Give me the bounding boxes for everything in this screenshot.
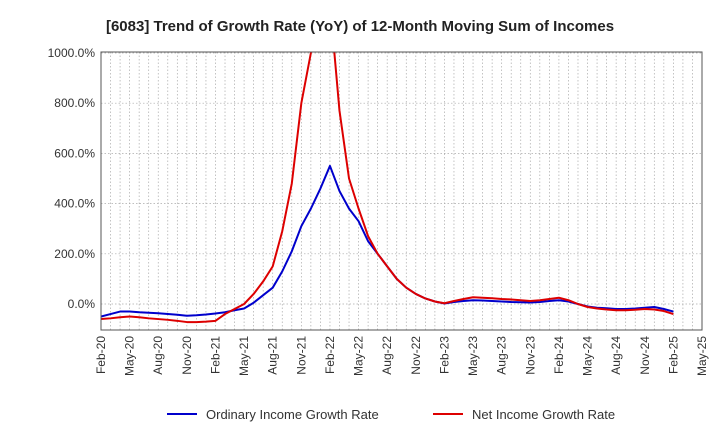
x-tick-label: May-24 xyxy=(581,336,595,376)
x-tick-label: May-25 xyxy=(695,336,709,376)
x-axis: Feb-20 May-20 Aug-20 Nov-20 Feb-21 May-21 Aug-… xyxy=(94,336,709,376)
x-tick-label: May-22 xyxy=(352,336,366,376)
series-line-net-income xyxy=(101,52,674,324)
x-tick-label: Nov-22 xyxy=(409,336,423,375)
plot-area xyxy=(101,52,702,330)
x-tick-label: Nov-20 xyxy=(180,336,194,375)
x-tick-label: Nov-23 xyxy=(523,336,537,375)
y-tick-label: 1000.0% xyxy=(48,46,96,60)
y-tick-label: 400.0% xyxy=(54,197,95,211)
y-tick-label: 200.0% xyxy=(54,247,95,261)
x-tick-label: Aug-24 xyxy=(609,336,623,375)
y-tick-label: 800.0% xyxy=(54,96,95,110)
y-tick-label: 0.0% xyxy=(68,297,96,311)
y-tick-label: 600.0% xyxy=(54,146,95,160)
x-tick-label: Feb-25 xyxy=(666,336,680,374)
x-gridlines xyxy=(100,52,703,330)
y-gridlines xyxy=(101,52,702,305)
plot-frame xyxy=(100,51,703,331)
x-tick-label: Nov-24 xyxy=(638,336,652,375)
x-tick-label: Aug-21 xyxy=(266,336,280,375)
x-tick-label: Feb-23 xyxy=(437,336,451,374)
legend-label-ordinary-income: Ordinary Income Growth Rate xyxy=(206,407,379,422)
x-tick-label: Aug-20 xyxy=(151,336,165,375)
y-axis: 1000.0% 800.0% 600.0% 400.0% 200.0% 0.0% xyxy=(48,46,96,311)
x-tick-label: Aug-23 xyxy=(495,336,509,375)
x-tick-label: Feb-20 xyxy=(94,336,108,374)
x-tick-label: May-23 xyxy=(466,336,480,376)
legend-label-net-income: Net Income Growth Rate xyxy=(472,407,615,422)
chart-title: [6083] Trend of Growth Rate (YoY) of 12-… xyxy=(106,18,614,35)
x-tick-label: Feb-24 xyxy=(552,336,566,374)
x-tick-label: Feb-22 xyxy=(323,336,337,374)
x-tick-label: May-20 xyxy=(123,336,137,376)
x-tick-label: Nov-21 xyxy=(294,336,308,375)
x-tick-label: Feb-21 xyxy=(208,336,222,374)
plot-content xyxy=(101,52,674,324)
x-tick-label: Aug-22 xyxy=(380,336,394,375)
x-tick-label: May-21 xyxy=(237,336,251,376)
legend: Ordinary Income Growth Rate Net Income G… xyxy=(167,407,615,422)
